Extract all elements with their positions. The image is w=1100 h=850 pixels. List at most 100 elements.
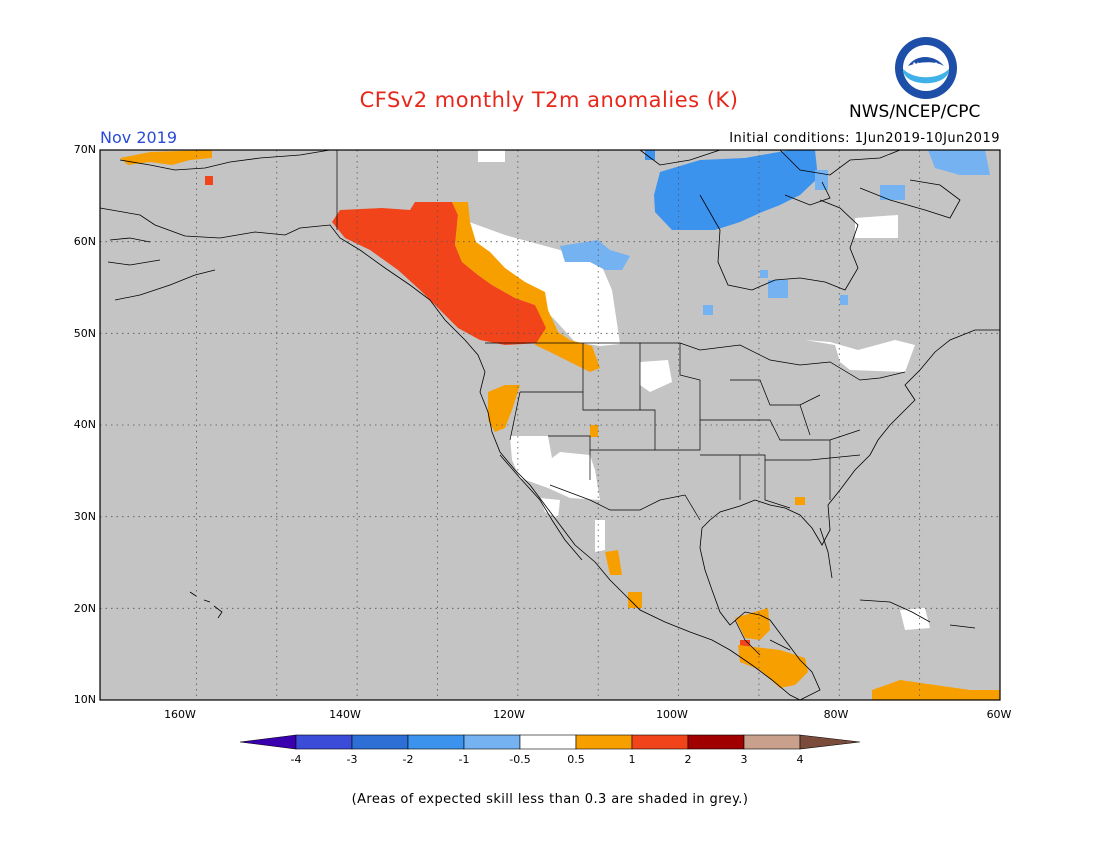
anomaly-region [760,270,768,278]
colorbar-label: 2 [684,753,692,766]
lat-label-70n: 70N [73,143,96,156]
anomaly-region [488,385,520,432]
lat-label-10n: 10N [73,693,96,706]
political-border [730,379,821,406]
lat-label-30n: 30N [73,510,96,523]
coastline-segment [859,179,961,219]
anomaly-region [928,150,990,175]
coastline-segment [949,624,976,629]
colorbar-label: 1 [628,753,636,766]
anomaly-region [510,436,600,500]
lat-label-60n: 60N [73,235,96,248]
anomaly-region [880,185,905,200]
colorbar-label: -3 [346,753,358,766]
anomaly-region [872,680,1000,700]
map-frame [99,149,1001,701]
anomaly-region [815,170,828,190]
target-month-label: Nov 2019 [100,128,178,147]
anomaly-region [560,240,630,270]
colorbar-swatch [351,734,409,750]
anomaly-region [840,295,848,305]
coastline-segment [499,454,583,561]
anomaly-region [628,592,642,608]
lat-label-40n: 40N [73,418,96,431]
coastline-segment [699,194,859,291]
political-border [549,484,701,521]
noaa-logo: NOAA [894,36,958,100]
lon-label-140w: 140W [329,708,361,721]
coastline-segment [189,591,223,619]
lon-label-80w: 80W [823,708,849,721]
colorbar-label: 4 [796,753,804,766]
colorbar-swatch [743,734,801,750]
anomaly-region [805,340,915,372]
political-border [700,419,861,441]
colorbar-swatch [687,734,745,750]
lon-label-60w: 60W [986,708,1012,721]
coastlines [99,149,1000,701]
colorbar-arrow-right [799,734,861,750]
lon-label-160w: 160W [164,708,196,721]
political-border [765,454,861,461]
colorbar-swatch [295,734,353,750]
skill-footnote: (Areas of expected skill less than 0.3 a… [351,792,749,807]
organization-label: NWS/NCEP/CPC [849,102,981,122]
anomaly-region [590,425,598,437]
anomaly-region [768,280,788,298]
anomaly-region [120,150,212,165]
political-border [485,342,906,381]
political-border [734,619,791,656]
anomaly-region [595,520,605,552]
coastline-segment [699,329,1000,701]
political-border [640,343,701,451]
anomaly-region [605,550,622,575]
colorbar-label: 3 [740,753,748,766]
anomaly-region [738,645,808,688]
anomaly-region [640,360,672,392]
coastline-segment [859,599,931,623]
anomaly-region [205,176,213,185]
coastline-segment [639,149,721,166]
lat-label-20n: 20N [73,602,96,615]
colorbar-label: -0.5 [509,753,531,766]
anomaly-region [478,150,505,162]
map-title: CFSv2 monthly T2m anomalies (K) [359,88,739,112]
colorbar [239,734,861,750]
lon-label-120w: 120W [493,708,525,721]
colorbar-swatch [463,734,521,750]
anomaly-region [795,497,805,505]
colorbar-swatch [519,734,577,750]
coastline-segment [107,237,216,301]
anomaly-region [645,150,655,160]
map-gridlines [100,150,1000,700]
anomaly-region [450,215,620,346]
colorbar-swatch [575,734,633,750]
lon-label-100w: 100W [656,708,688,721]
anomaly-shading-layer [120,150,1000,700]
colorbar-label: -4 [290,753,302,766]
coastline-segment [779,149,901,176]
anomaly-region [452,202,600,372]
anomaly-region [540,498,560,518]
colorbar-label: 0.5 [567,753,585,766]
anomaly-region [900,608,930,630]
colorbar-arrow-left [239,734,297,750]
anomaly-region [703,305,713,315]
coastline-segment [119,149,331,171]
colorbar-swatch [407,734,465,750]
anomaly-region [654,150,818,230]
political-border [509,391,655,480]
coastline-segment [784,181,831,206]
colorbar-swatch [631,734,689,750]
political-border [582,343,641,411]
lat-label-50n: 50N [73,327,96,340]
colorbar-label: -1 [458,753,470,766]
anomaly-region [332,202,548,345]
anomaly-region [855,215,898,238]
noaa-logo-text: NOAA [913,61,940,71]
political-border [700,454,791,509]
coastline-segment [99,207,801,701]
coastline-segment [819,527,833,579]
initial-conditions-label: Initial conditions: 1Jun2019-10Jun2019 [729,131,1000,146]
